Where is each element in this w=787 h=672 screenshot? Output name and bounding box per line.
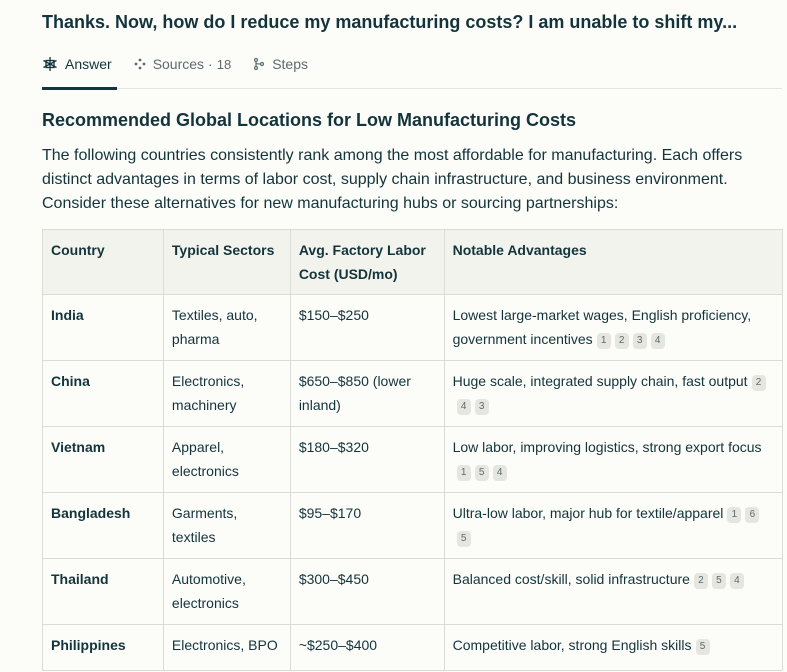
cell-sectors: Electronics, machinery xyxy=(162,360,291,427)
cell-advantages: Competitive labor, strong English skills… xyxy=(443,624,784,671)
sources-count: 18 xyxy=(216,56,232,72)
citation-badge[interactable]: 2 xyxy=(614,333,629,349)
cell-sectors-text: Electronics, machinery xyxy=(171,373,245,413)
cell-country-text: Bangladesh xyxy=(51,505,131,521)
cell-advantages-text: Ultra-low labor, major hub for textile/a… xyxy=(452,505,724,521)
cell-sectors-text: Textiles, auto, pharma xyxy=(171,307,258,347)
citation-badge[interactable]: 5 xyxy=(695,639,710,655)
tabs-divider xyxy=(42,88,782,89)
cell-labor-cost-text: $95–$170 xyxy=(298,505,362,521)
cell-country-text: Philippines xyxy=(51,637,126,653)
cell-advantages-text: Competitive labor, strong English skills xyxy=(452,637,692,653)
cell-sectors: Electronics, BPO xyxy=(162,624,291,671)
header-advantages: Notable Advantages xyxy=(443,229,784,295)
citation-badge[interactable]: 4 xyxy=(456,399,471,415)
citation-badge[interactable]: 4 xyxy=(650,333,665,349)
cell-labor-cost: ~$250–$400 xyxy=(289,624,445,671)
cell-advantages-text: Low labor, improving logistics, strong e… xyxy=(452,439,762,455)
section-heading: Recommended Global Locations for Low Man… xyxy=(42,110,577,130)
citation-badge[interactable]: 3 xyxy=(474,399,489,415)
cell-advantages: Huge scale, integrated supply chain, fas… xyxy=(443,360,784,427)
cell-sectors-text: Automotive, electronics xyxy=(171,571,246,611)
cell-labor-cost-text: $650–$850 (lower inland) xyxy=(298,373,411,413)
table-header-row: Country Typical Sectors Avg. Factory Lab… xyxy=(42,229,784,295)
cell-country-text: India xyxy=(51,307,84,323)
cell-sectors-text: Garments, textiles xyxy=(171,505,238,545)
cell-country: Philippines xyxy=(42,624,164,671)
cell-sectors: Automotive, electronics xyxy=(162,558,291,625)
sources-icon xyxy=(134,58,146,70)
cell-country-text: Thailand xyxy=(51,571,109,587)
cell-country: India xyxy=(42,294,164,361)
table-row: Bangladesh Garments, textiles $95–$170 Ultr… xyxy=(42,492,784,559)
citation-badge[interactable]: 5 xyxy=(456,531,471,547)
citation-badge[interactable]: 3 xyxy=(632,333,647,349)
tab-steps-label: Steps xyxy=(272,56,308,72)
citation-badge[interactable]: 4 xyxy=(729,573,744,589)
intro-paragraph: The following countries consistently ran… xyxy=(42,147,743,212)
tab-sources[interactable]: Sources · 18 xyxy=(134,56,232,72)
question-title: Thanks. Now, how do I reduce my manufact… xyxy=(42,12,738,32)
citation-badge[interactable]: 1 xyxy=(727,507,742,523)
cell-country: Bangladesh xyxy=(42,492,164,559)
citation-badge[interactable]: 5 xyxy=(711,573,726,589)
cell-sectors: Apparel, electronics xyxy=(162,426,291,493)
steps-icon xyxy=(254,57,265,71)
cell-sectors-text: Apparel, electronics xyxy=(171,439,239,479)
cell-labor-cost: $300–$450 xyxy=(289,558,445,625)
cell-advantages: Lowest large-market wages, English profi… xyxy=(443,294,784,361)
cell-advantages-text: Lowest large-market wages, English profi… xyxy=(452,307,752,347)
header-sectors: Typical Sectors xyxy=(162,229,291,295)
citation-badge[interactable]: 5 xyxy=(474,465,489,481)
tab-answer-label: Answer xyxy=(65,56,112,72)
cell-country: Thailand xyxy=(42,558,164,625)
tab-answer[interactable]: Answer xyxy=(42,56,112,72)
cell-advantages: Ultra-low labor, major hub for textile/a… xyxy=(443,492,784,559)
table-row: India Textiles, auto, pharma $150–$250 Lowe… xyxy=(42,294,784,361)
citation-badge[interactable]: 2 xyxy=(751,375,766,391)
citation-badge[interactable]: 1 xyxy=(596,333,611,349)
cell-sectors: Garments, textiles xyxy=(162,492,291,559)
cell-labor-cost-text: ~$250–$400 xyxy=(298,637,378,653)
cell-labor-cost-text: $300–$450 xyxy=(298,571,369,587)
active-tab-indicator xyxy=(42,87,117,90)
answer-icon xyxy=(43,57,57,71)
tab-sources-separator: · xyxy=(208,56,213,72)
cell-country-text: Vietnam xyxy=(51,439,106,455)
answer-tabs: Answer Sources · 18 Steps xyxy=(42,52,330,76)
table-row: Thailand Automotive, electronics $300–$450… xyxy=(42,558,784,625)
cell-labor-cost-text: $180–$320 xyxy=(298,439,369,455)
header-labor-cost: Avg. Factory Labor Cost (USD/mo) xyxy=(289,229,445,295)
table-row: Vietnam Apparel, electronics $180–$320 Low … xyxy=(42,426,784,493)
cell-labor-cost: $180–$320 xyxy=(289,426,445,493)
cell-country-text: China xyxy=(51,373,90,389)
header-country: Country xyxy=(42,229,164,295)
citation-badge[interactable]: 4 xyxy=(492,465,507,481)
country-table: Country Typical Sectors Avg. Factory Lab… xyxy=(42,229,784,671)
cell-sectors: Textiles, auto, pharma xyxy=(162,294,291,361)
cell-labor-cost: $150–$250 xyxy=(289,294,445,361)
cell-advantages-text: Balanced cost/skill, solid infrastructur… xyxy=(452,571,690,587)
cell-labor-cost: $650–$850 (lower inland) xyxy=(289,360,445,427)
cell-advantages: Low labor, improving logistics, strong e… xyxy=(443,426,784,493)
citation-badge[interactable]: 6 xyxy=(745,507,760,523)
cell-labor-cost-text: $150–$250 xyxy=(298,307,369,323)
table-row: China Electronics, machinery $650–$850 (lo… xyxy=(42,360,784,427)
cell-country: Vietnam xyxy=(42,426,164,493)
cell-labor-cost: $95–$170 xyxy=(289,492,445,559)
cell-country: China xyxy=(42,360,164,427)
cell-sectors-text: Electronics, BPO xyxy=(171,637,278,653)
citation-badge[interactable]: 2 xyxy=(693,573,708,589)
cell-advantages-text: Huge scale, integrated supply chain, fas… xyxy=(452,373,748,389)
cell-advantages: Balanced cost/skill, solid infrastructur… xyxy=(443,558,784,625)
citation-badge[interactable]: 1 xyxy=(456,465,471,481)
table-row: Philippines Electronics, BPO ~$250–$400 Com… xyxy=(42,624,784,671)
tab-sources-label: Sources xyxy=(152,56,205,72)
tab-steps[interactable]: Steps xyxy=(253,56,308,72)
